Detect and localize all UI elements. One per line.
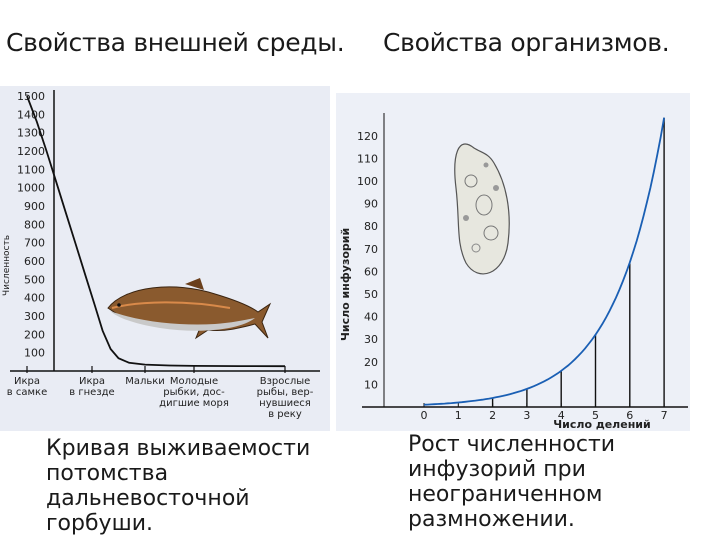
left-heading: Свойства внешней среды. (6, 28, 345, 57)
growth-chart: 10 20 30 40 50 60 70 80 90 100 110 120 0 1 2 3 4 5 6 7 Чис… (339, 113, 688, 431)
survival-x-category-line: Мальки (125, 376, 165, 387)
growth-y-tick-label: 20 (364, 356, 378, 369)
growth-x-tick-label: 4 (558, 409, 565, 422)
survival-x-category-line: рыбки, дос- (163, 387, 225, 398)
survival-y-tick-label: 600 (24, 255, 45, 268)
survival-x-category-line: рыбы, вер- (257, 387, 314, 398)
survival-y-tick-label: 800 (24, 218, 45, 231)
growth-y-tick-label: 120 (357, 130, 378, 143)
growth-y-tick-label: 50 (364, 288, 378, 301)
growth-y-tick-label: 80 (364, 220, 378, 233)
survival-x-category-line: в самке (7, 387, 47, 398)
survival-x-category-line: Молодые (170, 376, 218, 387)
growth-chart-panel: 10 20 30 40 50 60 70 80 90 100 110 120 0 1 2 3 4 5 6 7 Чис… (336, 93, 690, 431)
survival-x-category-label: Молодые рыбки, дос-дигшие моря (159, 376, 229, 409)
survival-y-tick-label: 1400 (17, 108, 45, 121)
survival-y-tick-label: 400 (24, 292, 45, 305)
right-heading: Свойства организмов. (383, 28, 670, 57)
survival-x-category-label: Мальки (125, 376, 165, 387)
right-caption-line: размножении. (408, 507, 575, 532)
survival-y-tick-label: 100 (24, 347, 45, 360)
right-caption-line: инфузорий при (408, 457, 586, 482)
left-caption-line: дальневосточной (46, 486, 250, 511)
left-caption-line: потомства (46, 461, 169, 486)
survival-x-category-line: Икра (79, 376, 105, 387)
survival-y-tick-label: 1300 (17, 127, 45, 140)
survival-x-category-line: дигшие моря (159, 398, 229, 409)
growth-y-ticks: 10 20 30 40 50 60 70 80 90 100 110 120 (357, 130, 378, 392)
survival-chart-axes (10, 90, 320, 372)
survival-series-line (26, 95, 286, 368)
left-caption-line: Кривая выживаемости (46, 436, 311, 461)
growth-chart-axes (362, 113, 688, 408)
growth-x-tick-label: 6 (626, 409, 633, 422)
growth-x-tick-label: 2 (489, 409, 496, 422)
survival-y-tick-label: 1500 (17, 90, 45, 103)
survival-x-category-label: Взрослые рыбы, вер-нувшиеся в реку (257, 376, 314, 420)
left-caption-line: горбуши. (46, 511, 153, 536)
survival-y-tick-label: 700 (24, 237, 45, 250)
growth-x-tick-label: 7 (661, 409, 668, 422)
survival-x-category-label: Икра в самке (7, 376, 47, 398)
growth-x-axis-label: Число делений (553, 418, 650, 431)
growth-vertical-lines (491, 117, 665, 407)
survival-y-tick-label: 1100 (17, 163, 45, 176)
survival-x-category-line: нувшиеся (259, 398, 311, 409)
growth-x-ticks: 0 1 2 3 4 5 6 7 (421, 403, 668, 422)
growth-x-tick-label: 3 (523, 409, 530, 422)
growth-x-tick-label: 5 (592, 409, 599, 422)
right-caption-line: неограниченном (408, 482, 603, 507)
survival-y-tick-label: 1000 (17, 182, 45, 195)
survival-chart-panel: 100 200 300 400 500 600 700 800 900 1000 1100 1200 1… (0, 86, 330, 431)
survival-y-tick-label: 200 (24, 328, 45, 341)
growth-y-tick-label: 70 (364, 243, 378, 256)
growth-x-tick-label: 1 (455, 409, 462, 422)
growth-x-tick-label: 0 (421, 409, 428, 422)
growth-y-tick-label: 30 (364, 333, 378, 346)
survival-chart: 100 200 300 400 500 600 700 800 900 1000 1100 1200 1… (2, 90, 320, 420)
survival-x-category-line: Взрослые (260, 376, 311, 387)
survival-x-category-label: Икра в гнезде (69, 376, 114, 398)
growth-y-axis-label: Число инфузорий (339, 228, 352, 341)
survival-y-ticks: 100 200 300 400 500 600 700 800 900 1000 1100 1200 1… (17, 90, 45, 360)
growth-y-tick-label: 110 (357, 152, 378, 165)
paramecium-illustration (454, 143, 510, 275)
growth-y-tick-label: 90 (364, 198, 378, 211)
survival-x-category-line: Икра (14, 376, 40, 387)
survival-y-tick-label: 300 (24, 310, 45, 323)
survival-y-tick-label: 1200 (17, 145, 45, 158)
fish-illustration (107, 278, 272, 340)
survival-y-tick-label: 500 (24, 273, 45, 286)
growth-y-tick-label: 10 (364, 378, 378, 391)
right-caption-line: Рост численности (408, 432, 616, 457)
survival-x-category-line: в реку (268, 409, 302, 420)
growth-y-tick-label: 100 (357, 175, 378, 188)
survival-y-axis-label: Численность (2, 235, 12, 296)
survival-y-tick-label: 900 (24, 200, 45, 213)
left-caption: Кривая выживаемости потомства дальневосточ… (46, 436, 316, 536)
right-caption: Рост численности инфузорий при неограничен… (408, 432, 668, 532)
growth-y-tick-label: 60 (364, 265, 378, 278)
growth-series-line (423, 117, 665, 406)
survival-x-category-line: в гнезде (69, 387, 114, 398)
growth-y-tick-label: 40 (364, 311, 378, 324)
